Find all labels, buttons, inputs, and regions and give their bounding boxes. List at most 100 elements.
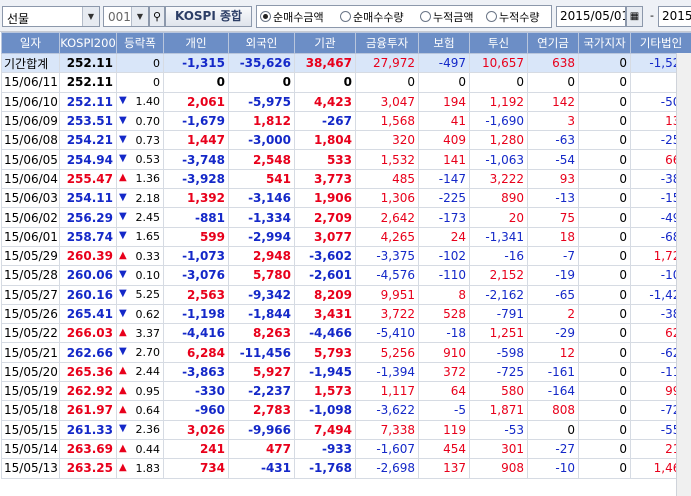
summary-row[interactable]: 기간합계 252.11 0 -1,315 -35,626 38,467 27,972 -497…: [1, 52, 691, 74]
table-row[interactable]: 15/05/20 265.36 ▲ 2.44 -3,863 5,927 -1,945 -1,3…: [1, 361, 691, 383]
table-cell: 0: [116, 52, 164, 74]
table-cell: 3,431: [294, 303, 356, 325]
table-row[interactable]: 15/05/14 263.69 ▲ 0.44 241 477 -933 -1,607 454 30…: [1, 438, 691, 460]
table-cell: 0: [163, 72, 229, 93]
table-cell: 0: [578, 245, 631, 267]
table-row[interactable]: 15/06/02 256.29 ▼ 2.45 -881 -1,334 2,709 2,642-…: [1, 207, 691, 228]
column-header[interactable]: 개인: [163, 32, 229, 54]
radio-cumulative-quantity[interactable]: 누적수량: [486, 9, 539, 25]
radio-cumulative-amount[interactable]: 누적금액: [420, 9, 473, 25]
table-cell: -598: [469, 342, 528, 363]
table-cell: 599: [163, 226, 229, 247]
table-row[interactable]: 15/06/04 255.47 ▲ 1.36 -3,928 541 3,773 485 -147…: [1, 168, 691, 190]
table-row[interactable]: 15/05/15 261.33 ▼ 2.36 3,026 -9,966 7,494 7,338…: [1, 419, 691, 440]
table-cell: 241: [163, 438, 229, 460]
table-cell: 12: [527, 342, 579, 363]
market-select[interactable]: 선물 ▼: [2, 6, 100, 27]
table-cell: 528: [418, 303, 470, 325]
table-cell: -1,098: [294, 400, 356, 421]
chevron-down-icon[interactable]: ▼: [82, 7, 99, 26]
change-cell: ▼ 2.36: [116, 419, 164, 440]
table-row[interactable]: 15/06/09 253.51 ▼ 0.70 -1,679 1,812 -267 1,568 4…: [1, 110, 691, 132]
table-cell: 1,117: [355, 381, 419, 402]
table-cell: -9,342: [228, 284, 295, 305]
column-header[interactable]: 기타법인: [630, 32, 691, 54]
calendar-icon[interactable]: ▦: [626, 6, 643, 27]
change-value: 0.62: [135, 307, 161, 321]
table-cell: 0: [578, 188, 631, 209]
table-row[interactable]: 15/05/29 260.39 ▲ 0.33 -1,073 2,948 -3,602 -3,3…: [1, 245, 691, 267]
table-cell: -330: [163, 381, 229, 402]
table-cell: -3,863: [163, 361, 229, 383]
radio-label: 누적금액: [433, 11, 474, 24]
column-header[interactable]: 금융투자: [355, 32, 419, 54]
table-cell: -1,844: [228, 303, 295, 325]
table-cell: 15/05/20: [1, 361, 60, 383]
table-cell: -10: [527, 458, 579, 479]
column-header[interactable]: 연기금: [527, 32, 579, 54]
table-row[interactable]: 15/06/10 252.11 ▼ 1.40 2,061 -5,975 4,423 3,047…: [1, 91, 691, 112]
column-header[interactable]: KOSPI200: [59, 32, 117, 54]
change-value: 0.95: [135, 384, 161, 398]
table-cell: -1,341: [469, 226, 528, 247]
chevron-down-icon[interactable]: ▼: [131, 7, 148, 26]
table-cell: 3,047: [355, 91, 419, 112]
table-cell: -3,602: [294, 245, 356, 267]
radio-net-buy-amount[interactable]: 순매수금액: [260, 9, 324, 25]
search-button[interactable]: ⚲: [149, 6, 165, 27]
table-cell: 0: [578, 207, 631, 228]
column-header[interactable]: 보험: [418, 32, 470, 54]
column-header[interactable]: 투신: [469, 32, 528, 54]
table-cell: 2,061: [163, 91, 229, 112]
table-cell: -9,966: [228, 419, 295, 440]
table-row[interactable]: 15/06/05 254.94 ▼ 0.53 -3,748 2,548 533 1,532 14…: [1, 149, 691, 170]
column-header[interactable]: 등락폭: [116, 32, 164, 54]
column-header[interactable]: 기관: [294, 32, 356, 54]
table-cell: 15/05/28: [1, 265, 60, 286]
table-cell: 2,709: [294, 207, 356, 228]
table-cell: 1,804: [294, 130, 356, 151]
table-cell: 141: [418, 149, 470, 170]
table-row[interactable]: 15/06/03 254.11 ▼ 2.18 1,392 -3,146 1,906 1,306…: [1, 188, 691, 209]
table-row[interactable]: 15/05/19 262.92 ▲ 0.95 -330 -2,237 1,573 1,117 6…: [1, 381, 691, 402]
table-row[interactable]: 15/05/13 263.25 ▲ 1.83 734 -431 -1,768 -2,698 13…: [1, 458, 691, 479]
table-row[interactable]: 15/05/18 261.97 ▲ 0.64 -960 2,783 -1,098 -3,622…: [1, 400, 691, 421]
table-cell: 252.11: [59, 91, 117, 112]
table-cell: 638: [527, 52, 579, 74]
table-row[interactable]: 15/05/22 266.03 ▲ 3.37 -4,416 8,263 -4,466 -5,4…: [1, 323, 691, 344]
column-header[interactable]: 일자: [1, 32, 60, 54]
date-from-input[interactable]: 2015/05/01: [556, 6, 626, 27]
change-value: 0.44: [135, 442, 161, 456]
table-cell: 1,532: [355, 149, 419, 170]
column-header[interactable]: 국가지자: [578, 32, 631, 54]
table-row[interactable]: 15/05/21 262.66 ▼ 2.70 6,284 -11,456 5,793 5,25…: [1, 342, 691, 363]
column-header[interactable]: 외국인: [228, 32, 295, 54]
table-row[interactable]: 15/05/27 260.16 ▼ 5.25 2,563 -9,342 8,209 9,951…: [1, 284, 691, 305]
table-row[interactable]: 15/06/01 258.74 ▼ 1.65 599 -2,994 3,077 4,265 24…: [1, 226, 691, 247]
code-select[interactable]: 001 ▼: [103, 6, 149, 27]
date-to-input[interactable]: 2015: [658, 6, 691, 27]
table-cell: 0: [578, 400, 631, 421]
table-cell: 18: [527, 226, 579, 247]
vertical-scrollbar[interactable]: [676, 53, 691, 496]
table-cell: 1,447: [163, 130, 229, 151]
table-cell: 15/06/05: [1, 149, 60, 170]
triangle-up-icon: ▲: [119, 365, 127, 377]
table-cell: -102: [418, 245, 470, 267]
table-cell: -933: [294, 438, 356, 460]
table-cell: 8,263: [228, 323, 295, 344]
table-cell: 1,573: [294, 381, 356, 402]
table-cell: 38,467: [294, 52, 356, 74]
table-cell: 1,192: [469, 91, 528, 112]
radio-net-buy-quantity[interactable]: 순매수수량: [340, 9, 404, 25]
table-cell: 263.69: [59, 438, 117, 460]
index-name-button[interactable]: KOSPI 종합: [165, 6, 252, 27]
table-row[interactable]: 15/05/28 260.06 ▼ 0.10 -3,076 5,780 -2,601 -4,5…: [1, 265, 691, 286]
table-cell: 5,780: [228, 265, 295, 286]
table-row[interactable]: 15/05/26 265.41 ▼ 0.62 -1,198 -1,844 3,431 3,72…: [1, 303, 691, 325]
table-cell: 0: [418, 72, 470, 93]
table-cell: 301: [469, 438, 528, 460]
table-cell: 15/06/08: [1, 130, 60, 151]
table-row[interactable]: 15/06/08 254.21 ▼ 0.73 1,447 -3,000 1,804 320 40…: [1, 130, 691, 151]
